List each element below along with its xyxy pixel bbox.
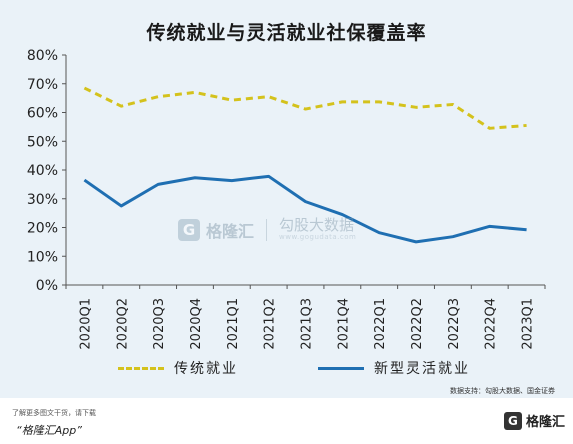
y-tick-label: 0%	[36, 278, 58, 294]
y-tick-label: 40%	[27, 163, 58, 179]
series-line-traditional	[83, 86, 527, 130]
chart-title: 传统就业与灵活就业社保覆盖率	[146, 22, 427, 44]
legend-item-flexible: 新型灵活就业	[318, 358, 470, 378]
legend-swatch-solid	[318, 366, 364, 370]
watermark-partner: 勾股大数据	[279, 216, 355, 235]
x-tick-label: 2022Q1	[373, 298, 388, 350]
footer-logo-icon: G	[503, 411, 522, 430]
legend-swatch-dashed	[118, 366, 164, 370]
x-tick-label: 2021Q2	[263, 298, 278, 350]
y-tick-label: 20%	[27, 221, 58, 237]
x-tick-label: 2020Q2	[115, 298, 130, 350]
chart-card	[0, 0, 573, 398]
y-tick-label: 10%	[27, 249, 58, 265]
x-tick-label: 2020Q1	[78, 298, 93, 350]
y-tick-label: 70%	[27, 77, 58, 93]
data-source-note: 数据支持：勾股大数据、国金证券	[450, 387, 555, 395]
x-tick-label: 2021Q1	[226, 298, 241, 350]
legend-label-traditional: 传统就业	[174, 361, 238, 377]
watermark-divider	[266, 219, 268, 241]
x-tick-label: 2022Q4	[484, 298, 499, 350]
x-tick-label: 2023Q1	[521, 298, 536, 350]
x-tick-label: 2021Q3	[300, 298, 315, 350]
footer-app-name: “格隆汇App”	[16, 424, 82, 437]
x-tick-label: 2022Q2	[410, 298, 425, 350]
brand-logo-icon: G	[178, 219, 200, 241]
y-tick-label: 50%	[27, 134, 58, 150]
series-line-flexible	[83, 174, 527, 244]
footer-logo-text: 格隆汇	[525, 415, 565, 430]
x-tick-label: 2022Q3	[447, 298, 462, 350]
x-tick-label: 2021Q4	[336, 298, 351, 350]
y-tick-label: 80%	[27, 48, 58, 64]
footer-promo: 了解更多图文干货，请下载	[12, 409, 96, 417]
legend-label-flexible: 新型灵活就业	[374, 361, 470, 377]
y-tick-label: 30%	[27, 192, 58, 208]
watermark-url: www.gogudata.com	[279, 233, 357, 242]
legend-item-traditional: 传统就业	[118, 358, 238, 378]
footer-logo: G 格隆汇	[503, 411, 565, 430]
watermark-brand: 格隆汇	[206, 222, 255, 241]
x-tick-label: 2020Q3	[152, 298, 167, 350]
x-tick-label: 2020Q4	[189, 298, 204, 350]
line-chart: 0% 10% 20% 30% 40% 50% 60% 70% 80% 2020Q1 2020Q2 20…	[27, 48, 546, 350]
watermark: G 格隆汇 勾股大数据 www.gogudata.com	[178, 218, 356, 242]
y-tick-label: 60%	[27, 106, 58, 122]
